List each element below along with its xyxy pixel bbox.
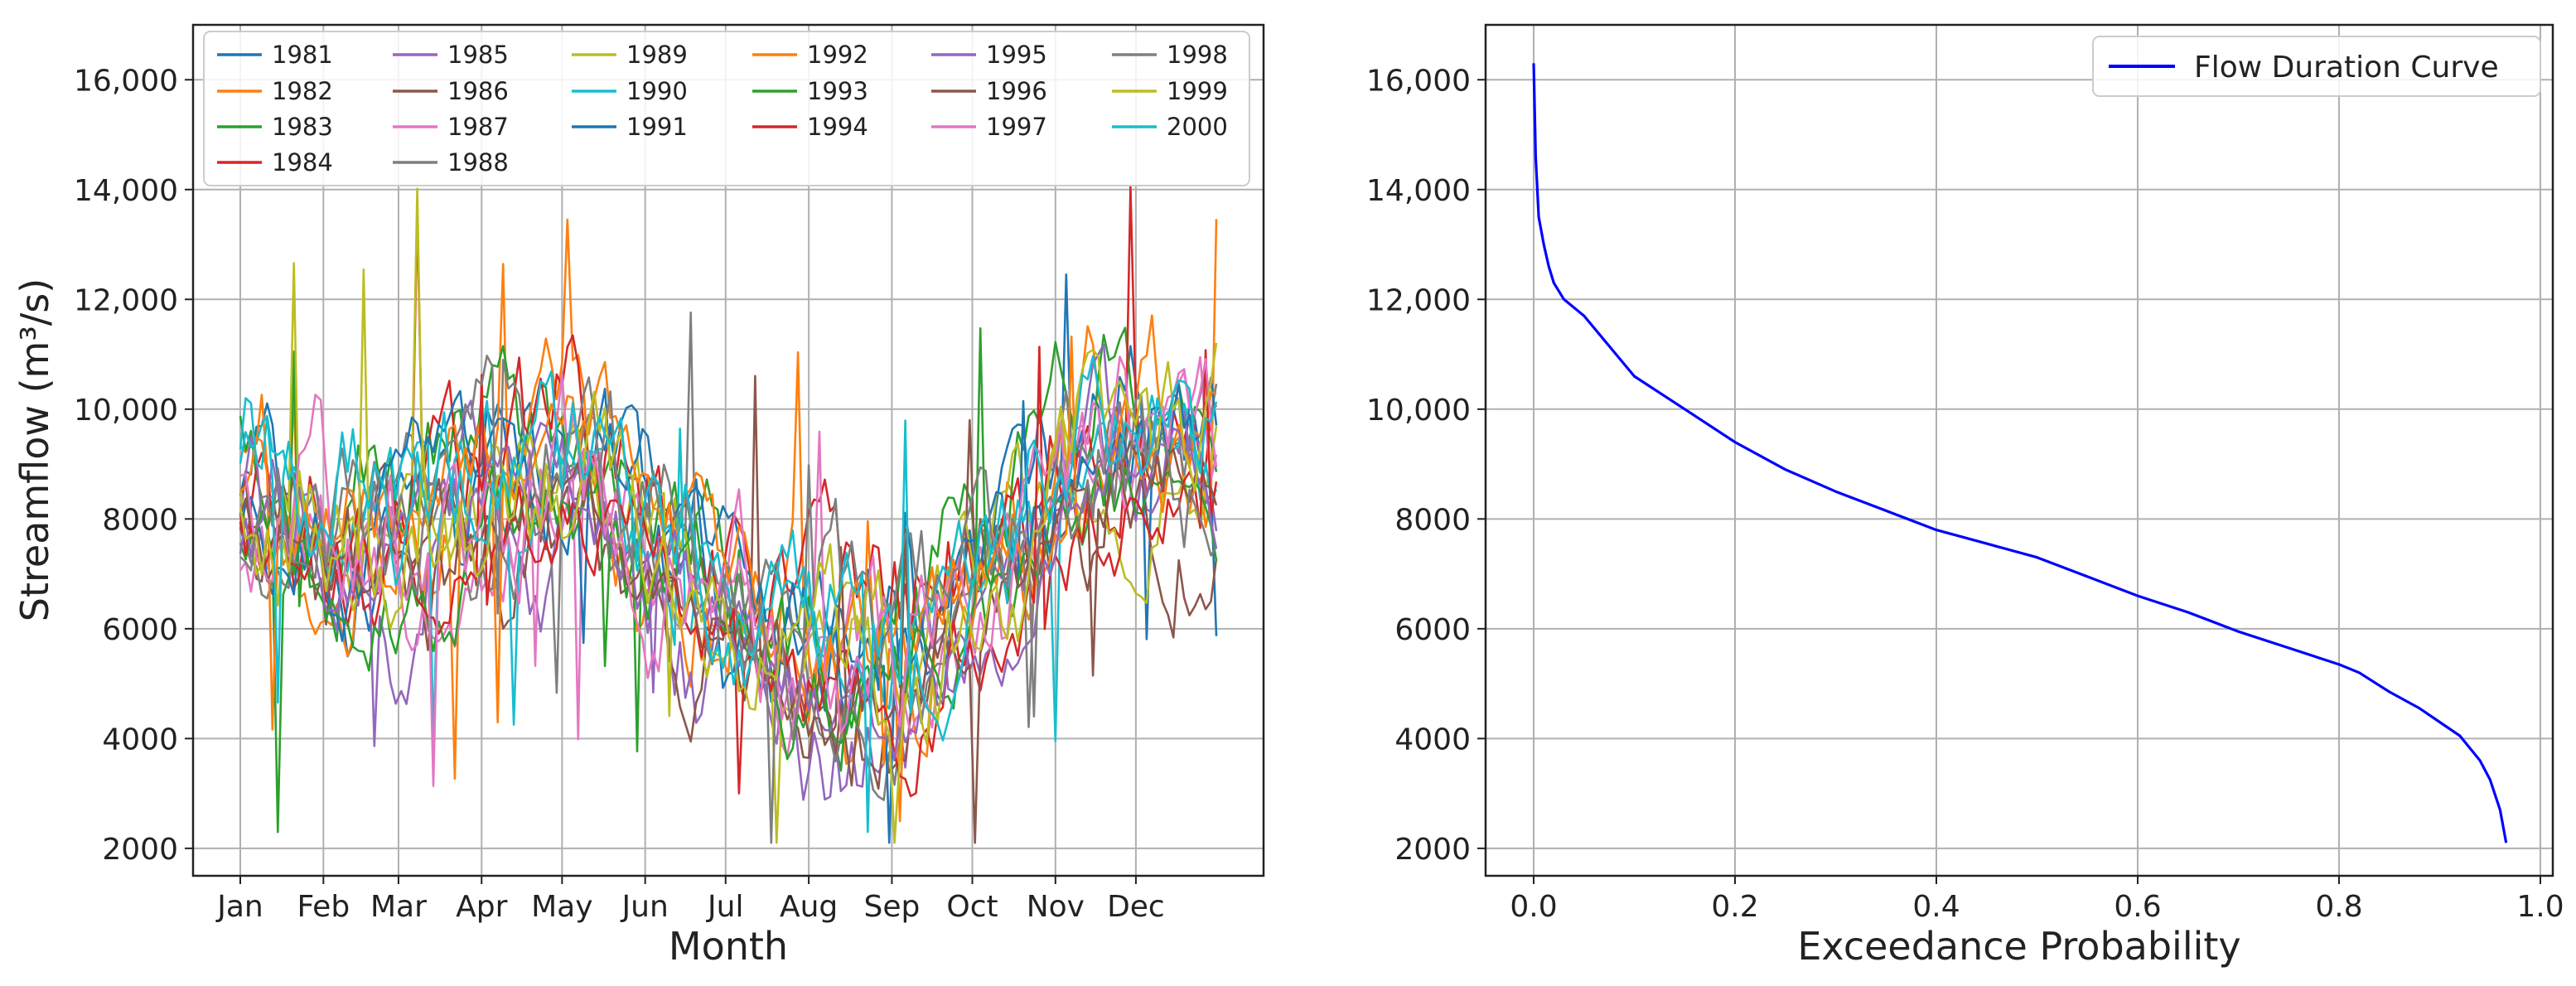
left-y-tick-label: 4000 <box>102 723 178 756</box>
right-x-axis-title: Exceedance Probability <box>1797 924 2240 969</box>
left-x-tick-label: Aug <box>780 890 838 924</box>
legend-label-1990: 1990 <box>626 77 688 105</box>
right-x-tick-label: 0.8 <box>2315 890 2362 924</box>
streamflow-panel: 2000 4000 6000 8000 10,000 12,000 14,000 16,000… <box>12 23 1265 969</box>
left-ticks: 2000 4000 6000 8000 10,000 12,000 14,000 16,000… <box>74 64 1165 924</box>
left-x-tick-label: Feb <box>297 890 350 924</box>
legend-label-1981: 1981 <box>272 41 333 69</box>
left-y-tick-label: 12,000 <box>74 283 178 317</box>
legend-label-1999: 1999 <box>1167 77 1228 105</box>
legend-label-1993: 1993 <box>807 77 868 105</box>
right-y-tick-label: 6000 <box>1394 613 1471 647</box>
legend-label-1998: 1998 <box>1167 41 1228 69</box>
left-y-tick-label: 8000 <box>102 503 178 537</box>
series-line-1992 <box>239 335 1217 823</box>
legend-label-1983: 1983 <box>272 113 333 141</box>
series-line-2000 <box>239 355 1218 834</box>
legend-label-1992: 1992 <box>807 41 868 69</box>
right-ticks: 2000 4000 6000 8000 10,000 12,000 14,000 16,000… <box>1366 64 2564 924</box>
right-legend: Flow Duration Curve <box>2092 36 2541 97</box>
legend-label-1989: 1989 <box>626 41 688 69</box>
fdc-legend-label: Flow Duration Curve <box>2194 51 2499 85</box>
legend-label-2000: 2000 <box>1167 113 1228 141</box>
legend-label-1986: 1986 <box>447 77 509 105</box>
left-x-tick-label: Nov <box>1027 890 1085 924</box>
right-y-tick-label: 8000 <box>1394 503 1471 537</box>
series-line-1999 <box>239 268 1218 844</box>
fdc-legend-box <box>2092 36 2541 97</box>
series-line-1990 <box>239 394 1218 748</box>
left-legend: 1981 1982 1983 1984 1985 1986 1987 1988 1989 1990… <box>203 31 1250 186</box>
left-x-tick-label: Jun <box>621 890 669 924</box>
legend-label-1997: 1997 <box>986 113 1047 141</box>
left-series-lines <box>239 185 1218 844</box>
right-x-tick-label: 0.2 <box>1711 890 1758 924</box>
right-y-tick-label: 10,000 <box>1366 394 1471 428</box>
left-x-tick-label: Jan <box>215 890 263 924</box>
left-x-tick-label: Sep <box>863 890 920 924</box>
left-x-tick-label: Oct <box>946 890 998 924</box>
legend-label-1996: 1996 <box>986 77 1047 105</box>
legend-label-1995: 1995 <box>986 41 1047 69</box>
right-x-tick-label: 0.6 <box>2114 890 2161 924</box>
series-line-1991 <box>239 376 1218 844</box>
left-y-tick-label: 2000 <box>102 833 178 867</box>
right-y-tick-label: 2000 <box>1394 833 1471 867</box>
left-y-axis-title: Streamflow (m³/s) <box>12 278 57 621</box>
series-line-1995 <box>239 422 1218 760</box>
legend-label-1985: 1985 <box>447 41 509 69</box>
left-y-tick-label: 16,000 <box>74 64 178 98</box>
right-plot-frame <box>1484 23 2554 877</box>
left-x-tick-label: Jul <box>706 890 743 924</box>
fdc-panel: 2000 4000 6000 8000 10,000 12,000 14,000 16,000… <box>1366 23 2564 969</box>
legend-label-1994: 1994 <box>807 113 868 141</box>
left-x-tick-label: Mar <box>370 890 427 924</box>
left-y-tick-label: 6000 <box>102 613 178 647</box>
left-legend-box <box>203 31 1250 186</box>
left-x-tick-label: May <box>531 890 592 924</box>
legend-label-1984: 1984 <box>272 148 333 176</box>
left-x-tick-label: Dec <box>1107 890 1165 924</box>
left-plot-frame <box>191 23 1265 877</box>
right-y-tick-label: 12,000 <box>1366 283 1471 317</box>
right-x-tick-label: 0.0 <box>1510 890 1557 924</box>
right-x-tick-label: 1.0 <box>2516 890 2564 924</box>
right-y-tick-label: 14,000 <box>1366 174 1471 208</box>
series-line-1989 <box>239 187 1218 844</box>
left-x-axis-title: Month <box>669 924 788 969</box>
right-grid <box>1486 25 2553 876</box>
right-series-lines <box>1532 63 2508 843</box>
fdc-line <box>1532 63 2508 843</box>
left-y-tick-label: 14,000 <box>74 174 178 208</box>
left-x-tick-label: Apr <box>456 890 507 924</box>
right-y-tick-label: 4000 <box>1394 723 1471 756</box>
legend-label-1991: 1991 <box>626 113 688 141</box>
legend-label-1982: 1982 <box>272 77 333 105</box>
right-x-tick-label: 0.4 <box>1912 890 1960 924</box>
left-y-tick-label: 10,000 <box>74 394 178 428</box>
legend-label-1988: 1988 <box>447 148 509 176</box>
legend-label-1987: 1987 <box>447 113 509 141</box>
right-y-tick-label: 16,000 <box>1366 64 1471 98</box>
